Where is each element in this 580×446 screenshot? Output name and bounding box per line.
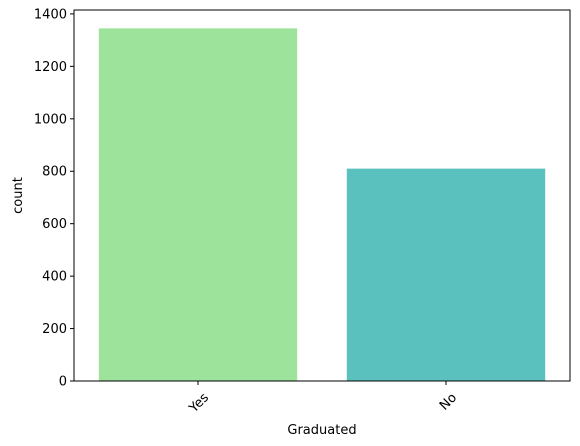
y-tick-label: 0 <box>59 375 67 390</box>
y-axis: 0 200 400 600 800 1000 1200 1400 <box>34 7 74 390</box>
y-tick-label: 1200 <box>34 60 67 75</box>
y-tick-label: 400 <box>42 270 67 285</box>
bar-yes <box>98 28 298 381</box>
x-tick-label-yes: Yes <box>186 390 212 416</box>
y-tick-label: 1000 <box>34 112 67 127</box>
y-tick-label: 200 <box>42 322 67 337</box>
x-axis: Yes No <box>186 381 460 417</box>
y-tick-label: 800 <box>42 165 67 180</box>
y-axis-label: count <box>11 177 26 214</box>
y-tick-label: 1400 <box>34 7 67 22</box>
y-tick-label: 600 <box>42 217 67 232</box>
x-axis-label: Graduated <box>287 423 356 438</box>
bars-group <box>98 28 546 381</box>
plot-frame <box>73 9 571 382</box>
x-tick-label-no: No <box>437 390 460 413</box>
plot-area: 0 200 400 600 800 1000 1200 1400 Yes No <box>34 7 571 417</box>
bar-no <box>346 168 546 381</box>
